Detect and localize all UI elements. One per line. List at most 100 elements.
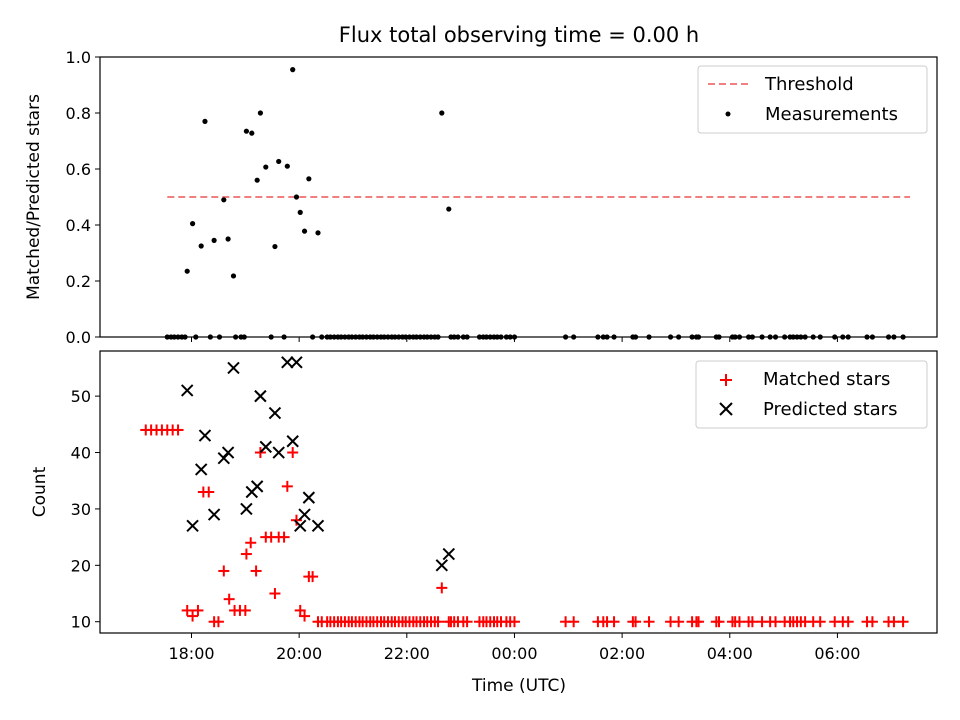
bottom-panel: 10 20 30 40 50 18:00 20:00 22:00 00:00 02:00 04:0… xyxy=(30,350,938,696)
measurement-point xyxy=(276,158,282,165)
matched-star-point xyxy=(436,582,448,594)
predicted-star-point xyxy=(250,480,264,493)
measurement-point xyxy=(249,130,255,136)
top-y-tick-label: 0.8 xyxy=(66,104,91,123)
bottom-x-ticks: 18:00 20:00 22:00 00:00 02:00 04:00 06:00 xyxy=(168,633,860,663)
predicted-star-point xyxy=(286,435,299,448)
measurement-point xyxy=(189,221,196,227)
measurements-legend-swatch xyxy=(725,111,731,117)
bottom-x-tick-label: 20:00 xyxy=(276,644,322,663)
matched-star-point xyxy=(461,616,473,628)
bottom-axes-frame xyxy=(99,350,938,634)
bottom-legend-box xyxy=(695,360,928,429)
measurement-point xyxy=(315,230,321,236)
measurement-point xyxy=(221,197,227,203)
matched-star-point xyxy=(278,531,290,543)
matched-star-point xyxy=(643,616,655,628)
matched-star-point xyxy=(181,604,193,616)
measurement-point xyxy=(306,176,312,182)
matched-star-point xyxy=(192,604,204,616)
predicted-star-point xyxy=(311,519,325,533)
matched-star-point xyxy=(269,588,281,600)
measurement-point xyxy=(301,228,308,234)
bottom-y-tick-label: 50 xyxy=(71,387,91,406)
matched-legend-label: Matched stars xyxy=(763,369,890,390)
matched-star-point xyxy=(223,593,235,605)
bottom-x-tick-label: 06:00 xyxy=(814,644,860,663)
predicted-legend-swatch xyxy=(719,402,733,416)
top-axes-frame xyxy=(99,56,938,338)
predicted-star-point xyxy=(227,361,240,375)
x-axis-label: Time (UTC) xyxy=(471,676,566,696)
bottom-legend: Matched stars Predicted stars xyxy=(695,360,928,429)
predicted-star-point xyxy=(180,384,194,397)
matched-star-point xyxy=(245,537,257,549)
measurement-point xyxy=(254,177,260,183)
bottom-y-tick-label: 30 xyxy=(71,500,91,519)
top-x-ticks xyxy=(191,337,838,342)
matched-stars-points xyxy=(140,424,909,628)
matched-star-point xyxy=(281,480,293,492)
predicted-star-point xyxy=(194,463,208,476)
predicted-star-point xyxy=(268,406,282,420)
measurement-point xyxy=(284,163,290,169)
matched-star-point xyxy=(713,616,725,628)
matched-star-point xyxy=(212,616,224,628)
matched-star-point xyxy=(630,616,642,628)
matched-star-point xyxy=(287,447,299,459)
matched-star-point xyxy=(693,616,705,628)
predicted-star-point xyxy=(302,491,316,504)
bottom-x-tick-label: 18:00 xyxy=(168,644,214,663)
matched-star-point xyxy=(866,616,878,628)
predicted-star-point xyxy=(272,446,285,459)
measurement-point xyxy=(225,236,231,242)
predicted-star-point xyxy=(294,519,307,533)
matched-star-point xyxy=(508,616,520,628)
measurement-point xyxy=(243,128,250,134)
measurement-point xyxy=(211,237,217,243)
measurement-point xyxy=(297,209,303,215)
top-y-axis-label: Matched/Predicted stars xyxy=(24,94,44,300)
top-y-tick-label: 1.0 xyxy=(66,48,91,67)
top-legend: Threshold Measurements xyxy=(697,65,928,134)
matched-star-point xyxy=(187,610,199,622)
predicted-stars-points xyxy=(180,356,456,572)
matched-star-point xyxy=(897,616,909,628)
predicted-star-point xyxy=(290,356,303,369)
predicted-star-point xyxy=(207,508,221,521)
measurement-point xyxy=(272,243,278,250)
chart-title: Flux total observing time = 0.00 h xyxy=(339,23,699,47)
top-y-tick-label: 0.4 xyxy=(66,216,91,235)
bottom-x-tick-label: 22:00 xyxy=(384,644,430,663)
matched-star-point xyxy=(307,571,319,583)
predicted-star-point xyxy=(186,519,199,533)
matched-star-point xyxy=(299,610,311,622)
measurement-point xyxy=(257,110,264,116)
measurement-point xyxy=(202,118,208,124)
threshold-legend-label: Threshold xyxy=(764,74,854,95)
measurement-point xyxy=(198,243,204,249)
measurement-point xyxy=(230,273,237,279)
predicted-star-point xyxy=(198,429,212,442)
matched-star-point xyxy=(240,548,252,560)
predicted-star-point xyxy=(254,389,267,403)
top-y-tick-label: 0.6 xyxy=(66,160,91,179)
bottom-x-tick-label: 02:00 xyxy=(599,644,645,663)
predicted-star-point xyxy=(442,547,456,561)
bottom-x-tick-label: 00:00 xyxy=(491,644,537,663)
predicted-star-point xyxy=(240,502,253,516)
top-y-ticks: 0.0 0.2 0.4 0.6 0.8 1.0 xyxy=(66,48,100,347)
top-y-tick-label: 0.0 xyxy=(66,328,91,347)
top-legend-box xyxy=(697,65,928,134)
measurement-point xyxy=(293,194,300,200)
bottom-y-axis-label: Count xyxy=(30,466,50,517)
predicted-legend-label: Predicted stars xyxy=(763,399,897,420)
matched-star-point xyxy=(814,616,826,628)
matched-star-point xyxy=(746,616,758,628)
predicted-star-point xyxy=(221,446,235,459)
matched-star-point xyxy=(673,616,685,628)
bottom-x-tick-label: 04:00 xyxy=(707,644,753,663)
bottom-y-tick-label: 20 xyxy=(71,556,91,575)
matched-star-point xyxy=(294,604,306,616)
